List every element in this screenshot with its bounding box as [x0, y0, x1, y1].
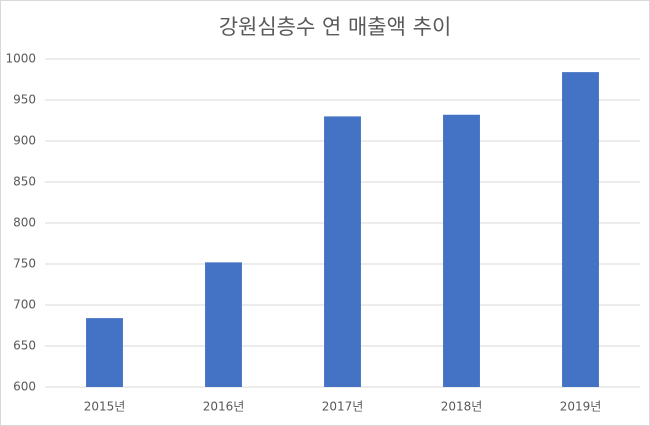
y-tick-label: 750: [13, 257, 36, 271]
x-tick-label: 2019년: [560, 400, 602, 414]
y-tick-label: 950: [13, 93, 36, 107]
y-tick-label: 600: [13, 380, 36, 394]
x-tick-label: 2018년: [441, 400, 483, 414]
x-tick-label: 2015년: [84, 400, 126, 414]
y-tick-label: 900: [13, 134, 36, 148]
y-tick-label: 650: [13, 339, 36, 353]
bar: [86, 318, 123, 387]
y-tick-label: 700: [13, 298, 36, 312]
x-tick-label: 2017년: [322, 400, 364, 414]
y-tick-label: 850: [13, 175, 36, 189]
bar: [562, 72, 599, 388]
y-tick-label: 1000: [5, 52, 36, 66]
chart-title: 강원심층수 연 매출액 추이: [219, 15, 452, 39]
bar: [324, 116, 361, 388]
x-tick-label: 2016년: [203, 400, 245, 414]
bar: [443, 114, 480, 387]
bar: [205, 262, 242, 387]
y-tick-label: 800: [13, 216, 36, 230]
